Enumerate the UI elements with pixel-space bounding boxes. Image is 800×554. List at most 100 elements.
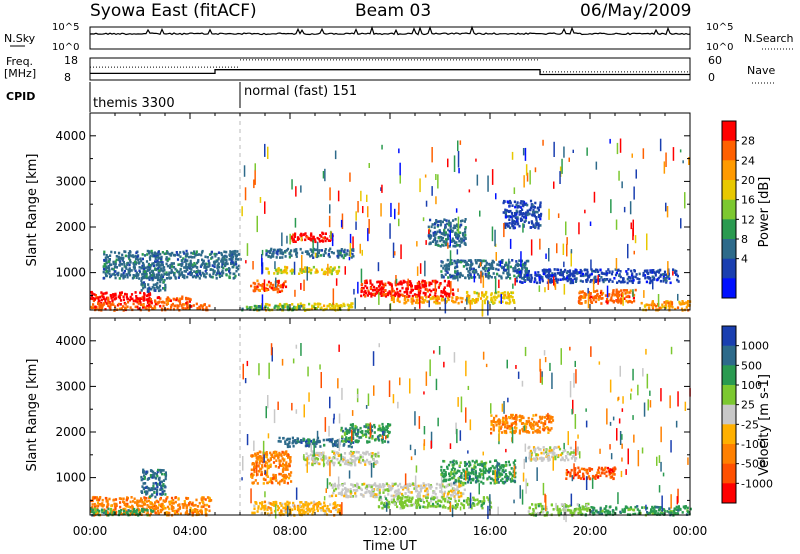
data-blob bbox=[360, 279, 455, 298]
power-colorbar: 28 24 20 16 12 8 4 bbox=[721, 120, 755, 299]
colorbar-swatch bbox=[722, 258, 736, 279]
freq-label-1: Freq. bbox=[6, 55, 33, 68]
time-xlabel: Time UT bbox=[362, 539, 416, 554]
noise-right-tick-top: 10^5 bbox=[706, 22, 733, 33]
data-blob bbox=[154, 295, 192, 305]
freq-label-2: [MHz] bbox=[4, 67, 36, 80]
data-blob bbox=[390, 295, 468, 305]
y-tick-label: 1000 bbox=[55, 471, 86, 485]
colorbar-swatch bbox=[722, 180, 736, 201]
cpid-mode-1: themis 3300 bbox=[93, 96, 175, 111]
colorbar-swatch bbox=[722, 239, 736, 260]
y-tick-label: 1000 bbox=[55, 266, 86, 280]
colorbar-tick-label: -25 bbox=[741, 418, 759, 431]
date-title: 06/May/2009 bbox=[580, 1, 692, 21]
power-scatter bbox=[90, 113, 692, 317]
colorbar-swatch bbox=[722, 326, 736, 347]
data-blob bbox=[265, 265, 341, 276]
x-tick-label: 00:00 bbox=[673, 524, 708, 538]
colorbar-swatch bbox=[722, 365, 736, 386]
cpid-mode-2: normal (fast) 151 bbox=[244, 84, 357, 99]
power-y-axis: 1000 2000 3000 4000 bbox=[55, 129, 690, 296]
colorbar-tick-label: 24 bbox=[741, 154, 755, 167]
colorbar-swatch bbox=[722, 199, 736, 220]
data-blob bbox=[90, 495, 213, 517]
x-tick-label: 04:00 bbox=[173, 524, 208, 538]
colorbar-swatch bbox=[722, 483, 736, 504]
nave-tick-top: 60 bbox=[708, 54, 722, 67]
sparse-echoes bbox=[241, 138, 690, 317]
cpid-panel: CPID themis 3300 normal (fast) 151 bbox=[6, 82, 357, 112]
nave-label: Nave bbox=[747, 64, 775, 77]
beam-title: Beam 03 bbox=[355, 1, 431, 21]
data-blob bbox=[140, 468, 168, 499]
data-blob bbox=[577, 288, 637, 305]
freq-tick-top: 18 bbox=[64, 54, 78, 67]
data-blob bbox=[377, 495, 493, 510]
colorbar-tick-label: 25 bbox=[741, 399, 755, 412]
data-blob bbox=[515, 268, 680, 285]
y-tick-label: 2000 bbox=[55, 220, 86, 234]
colorbar-swatch bbox=[722, 160, 736, 181]
velocity-scatter bbox=[90, 318, 692, 523]
freq-tick-bottom: 8 bbox=[64, 71, 71, 84]
colorbar-tick-label: 1000 bbox=[741, 340, 769, 353]
colorbar-tick-label: 20 bbox=[741, 174, 755, 187]
y-tick-label: 3000 bbox=[55, 379, 86, 393]
data-blob bbox=[440, 459, 517, 485]
data-blob bbox=[290, 231, 334, 244]
colorbar-tick-label: 16 bbox=[741, 194, 755, 207]
y-tick-label: 2000 bbox=[55, 425, 86, 439]
data-blob bbox=[328, 482, 466, 499]
y-tick-label: 4000 bbox=[55, 129, 86, 143]
velocity-y-axis: 1000 2000 3000 4000 bbox=[55, 334, 690, 501]
colorbar-tick-label: 8 bbox=[741, 233, 748, 246]
y-tick-label: 3000 bbox=[55, 174, 86, 188]
colorbar-swatch bbox=[722, 404, 736, 425]
velocity-colorbar-label: Velocity [m s-1] bbox=[757, 374, 772, 476]
colorbar-swatch bbox=[722, 140, 736, 161]
colorbar-tick-label: 12 bbox=[741, 213, 755, 226]
data-blob bbox=[265, 247, 355, 260]
data-blob bbox=[465, 290, 516, 305]
y-tick-label: 4000 bbox=[55, 334, 86, 348]
noise-sky-line bbox=[89, 25, 691, 36]
frequency-panel: Freq. [MHz] 18 8 60 0 Nave bbox=[4, 54, 775, 84]
velocity-colorbar: 1000 500 100 25 -25 -100 -500 -1000 bbox=[721, 325, 773, 504]
colorbar-swatch bbox=[722, 463, 736, 484]
colorbar-tick-label: 4 bbox=[741, 253, 748, 266]
power-panel: 1000 2000 3000 4000 Slant Range [km] 28 24 20… bbox=[25, 112, 772, 317]
colorbar-swatch bbox=[722, 345, 736, 366]
noise-left-tick-bottom: 10^0 bbox=[52, 42, 79, 53]
data-blob bbox=[250, 279, 288, 294]
freq-series bbox=[90, 59, 690, 76]
colorbar-swatch bbox=[722, 219, 736, 240]
power-colorbar-label: Power [dB] bbox=[757, 177, 772, 248]
noise-left-tick-top: 10^5 bbox=[52, 22, 79, 33]
colorbar-swatch bbox=[722, 385, 736, 406]
colorbar-swatch bbox=[722, 278, 736, 299]
data-blob bbox=[502, 199, 543, 230]
sparse-echoes bbox=[241, 343, 691, 523]
data-blob bbox=[527, 445, 580, 462]
station-title: Syowa East (fitACF) bbox=[90, 1, 257, 21]
data-blob bbox=[90, 290, 153, 305]
data-blob bbox=[440, 258, 530, 280]
colorbar-tick-label: -1000 bbox=[741, 477, 773, 490]
colorbar-tick-label: 28 bbox=[741, 135, 755, 148]
colorbar-swatch bbox=[722, 121, 736, 142]
x-tick-label: 20:00 bbox=[573, 524, 608, 538]
data-blob bbox=[102, 249, 242, 280]
cpid-label: CPID bbox=[6, 90, 35, 103]
colorbar-swatch bbox=[722, 444, 736, 465]
x-tick-label: 00:00 bbox=[73, 524, 108, 538]
colorbar-tick-label: -100 bbox=[741, 438, 766, 451]
frequency-line bbox=[90, 69, 690, 76]
x-tick-label: 12:00 bbox=[373, 524, 408, 538]
velocity-panel: 1000 2000 3000 4000 Slant Range [km] 1000 50… bbox=[25, 113, 773, 554]
nave-tick-bottom: 0 bbox=[708, 71, 715, 84]
colorbar-tick-label: 100 bbox=[741, 379, 762, 392]
x-tick-label: 16:00 bbox=[473, 524, 508, 538]
colorbar-tick-label: 500 bbox=[741, 359, 762, 372]
